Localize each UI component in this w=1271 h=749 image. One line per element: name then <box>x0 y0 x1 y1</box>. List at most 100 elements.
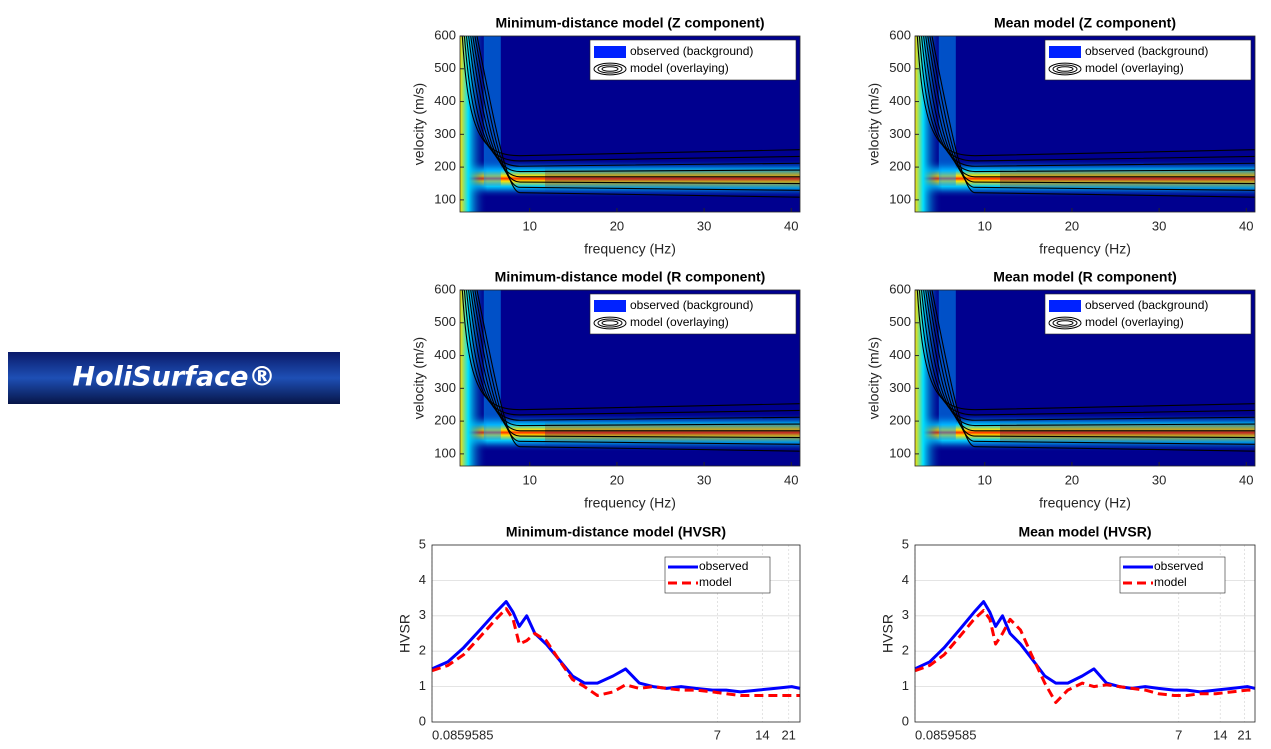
legend-swatch-model <box>597 318 623 328</box>
legend-swatch-model <box>601 320 619 326</box>
legend-label: model (overlaying) <box>630 315 729 329</box>
y-tick-label: 600 <box>434 27 456 42</box>
model-contour <box>931 36 1255 198</box>
model-contour <box>920 290 1255 421</box>
model-contour <box>468 36 800 173</box>
x-tick-label: 20 <box>610 472 624 487</box>
legend-swatch-observed <box>594 300 626 312</box>
plot-frame <box>459 289 801 467</box>
x-tick-label: 40 <box>1239 472 1253 487</box>
legend-swatch-model <box>593 316 627 330</box>
y-tick-label: 4 <box>902 572 909 587</box>
chart-title: Minimum-distance model (R component) <box>495 269 766 285</box>
legend-label: model <box>699 575 732 589</box>
heatmap-chart: 10 20 30 40 100 200 300 400 500 600 Minimum-distan… <box>411 269 801 511</box>
x-tick-label: 21 <box>1237 727 1251 742</box>
model-contour <box>476 36 800 198</box>
y-tick-label: 600 <box>434 281 456 296</box>
legend-label: model (overlaying) <box>1085 61 1184 75</box>
y-tick-label: 400 <box>889 347 911 362</box>
model-contour <box>468 290 800 427</box>
legend-label: observed (background) <box>1085 44 1208 58</box>
y-tick-label: 200 <box>434 159 456 174</box>
x-tick-label: 14 <box>755 727 769 742</box>
y-tick-label: 300 <box>889 380 911 395</box>
model-contour <box>929 36 1255 191</box>
y-tick-label: 500 <box>889 60 911 75</box>
legend-swatch-model <box>1048 316 1082 330</box>
y-tick-label: 500 <box>434 60 456 75</box>
model-contour <box>918 290 1255 416</box>
x-tick-label: 10 <box>523 218 537 233</box>
model-contour <box>461 36 800 157</box>
y-tick-label: 1 <box>902 678 909 693</box>
x-axis-label: frequency (Hz) <box>1039 241 1131 257</box>
x-axis-label: frequency (Hz) <box>1039 495 1131 511</box>
legend-label: model (overlaying) <box>1085 315 1184 329</box>
legend-swatch-observed <box>594 46 626 58</box>
legend-swatch-model <box>593 62 627 76</box>
legend-label: observed <box>1154 559 1203 573</box>
plot-frame <box>914 289 1256 467</box>
logo-text: HoliSurface® <box>73 362 276 393</box>
x-tick-label: 20 <box>1065 218 1079 233</box>
model-contour <box>472 290 800 439</box>
y-tick-label: 100 <box>889 445 911 460</box>
y-tick-label: 200 <box>889 159 911 174</box>
x-tick-label: 20 <box>610 218 624 233</box>
legend-box <box>664 556 771 594</box>
heatmap-chart: 10 20 30 40 100 200 300 400 500 600 Mean model (R … <box>866 269 1256 511</box>
legend-swatch-model <box>1056 66 1074 72</box>
y-tick-label: 3 <box>902 607 909 622</box>
x-tick-label: 10 <box>978 472 992 487</box>
y-axis-label: HVSR <box>880 614 896 653</box>
model-contour <box>929 290 1255 445</box>
model-contour <box>923 290 1255 427</box>
y-tick-label: 400 <box>889 93 911 108</box>
model-contour <box>461 290 800 411</box>
legend-swatch-model <box>1048 62 1082 76</box>
y-tick-label: 100 <box>434 191 456 206</box>
x-tick-label: 30 <box>1152 218 1166 233</box>
model-contour <box>931 290 1255 452</box>
chart-title: Mean model (Z component) <box>994 15 1176 31</box>
y-tick-label: 200 <box>889 413 911 428</box>
model-contour <box>916 290 1255 411</box>
chart-title: Minimum-distance model (HVSR) <box>506 524 726 540</box>
model-contour <box>472 36 800 185</box>
x-tick-label: 40 <box>1239 218 1253 233</box>
y-axis-label: velocity (m/s) <box>411 83 427 165</box>
model-contour <box>925 290 1255 432</box>
legend-swatch-model <box>1056 320 1074 326</box>
y-tick-label: 100 <box>889 191 911 206</box>
chart-title: Minimum-distance model (Z component) <box>495 15 764 31</box>
model-contour <box>920 36 1255 167</box>
logo: HoliSurface® <box>8 352 340 404</box>
model-contour <box>925 36 1255 178</box>
x-axis-label: frequency (Hz) <box>584 241 676 257</box>
x-tick-label: 30 <box>697 472 711 487</box>
x-tick-label: 21 <box>781 727 795 742</box>
y-tick-label: 200 <box>434 413 456 428</box>
x-tick-label: 7 <box>714 727 721 742</box>
legend-box <box>1119 556 1226 594</box>
y-tick-label: 0 <box>902 713 909 728</box>
y-tick-label: 300 <box>434 380 456 395</box>
model-contour <box>474 290 800 445</box>
legend-swatch-observed <box>1049 300 1081 312</box>
y-tick-label: 5 <box>902 536 909 551</box>
plot-frame <box>459 35 801 213</box>
x-tick-label: 20 <box>1065 472 1079 487</box>
series-line <box>431 600 801 694</box>
x-tick-label: 0.0859585 <box>915 727 976 742</box>
y-axis-label: HVSR <box>397 614 413 653</box>
logo-background <box>8 352 340 404</box>
y-axis-label: velocity (m/s) <box>411 337 427 419</box>
model-contour <box>916 36 1255 157</box>
model-contour <box>927 36 1255 185</box>
chart-title: Mean model (HVSR) <box>1018 524 1151 540</box>
legend-label: observed (background) <box>630 44 753 58</box>
legend-swatch-model <box>1052 318 1078 328</box>
legend-label: observed <box>699 559 748 573</box>
